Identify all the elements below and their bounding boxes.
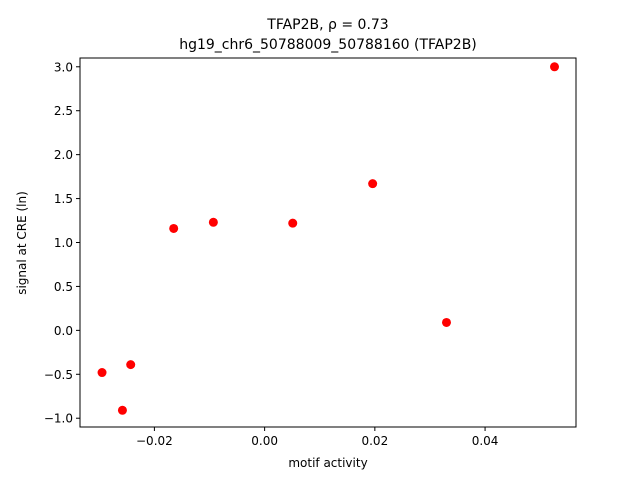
x-tick-label: 0.02 <box>361 434 388 448</box>
data-point <box>126 360 136 370</box>
data-point <box>117 405 127 415</box>
y-tick-label: −1.0 <box>44 412 73 426</box>
data-point <box>208 217 218 227</box>
x-axis: −0.02 0.00 0.02 0.04 <box>136 427 498 448</box>
y-tick-label: 0.5 <box>54 280 73 294</box>
y-axis-label: signal at CRE (ln) <box>15 191 29 295</box>
data-point <box>288 218 298 228</box>
y-tick-label: −0.5 <box>44 368 73 382</box>
data-point <box>368 179 378 189</box>
data-point <box>441 317 451 327</box>
y-tick-label: 2.5 <box>54 104 73 118</box>
y-tick-label: 0.0 <box>54 324 73 338</box>
y-tick-label: 1.5 <box>54 192 73 206</box>
data-point <box>97 368 107 378</box>
plot-area <box>79 57 577 428</box>
data-point <box>550 62 560 72</box>
plot-frame <box>79 57 577 428</box>
x-tick-label: 0.04 <box>472 434 499 448</box>
y-tick-label: 2.0 <box>54 148 73 162</box>
chart-title-line2: hg19_chr6_50788009_50788160 (TFAP2B) <box>179 37 477 53</box>
y-tick-label: 3.0 <box>54 60 73 74</box>
x-axis-label: motif activity <box>288 456 367 470</box>
y-tick-label: 1.0 <box>54 236 73 250</box>
data-points <box>97 62 560 415</box>
data-point <box>169 223 179 233</box>
x-tick-label: 0.00 <box>251 434 278 448</box>
y-axis: −1.0 −0.5 0.0 0.5 1.0 1.5 2.0 2.5 3.0 <box>44 60 80 426</box>
chart-title-line1: TFAP2B, ρ = 0.73 <box>266 17 388 33</box>
x-tick-label: −0.02 <box>136 434 173 448</box>
